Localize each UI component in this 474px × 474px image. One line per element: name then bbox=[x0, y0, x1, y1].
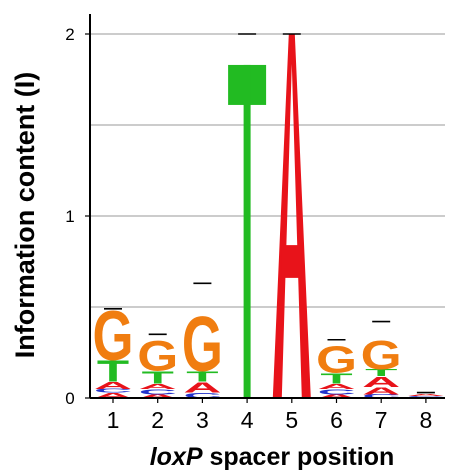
logo-stacks: ACATGACATGCATGACATGCAATGCA bbox=[92, 33, 445, 400]
x-tick-label: 3 bbox=[196, 407, 209, 433]
logo-position-5 bbox=[272, 33, 311, 398]
logo-letter-A: A bbox=[94, 391, 132, 399]
logo-letter-A: A bbox=[183, 379, 221, 396]
x-tick-label: 5 bbox=[285, 407, 298, 433]
x-tick-label: 8 bbox=[420, 407, 433, 433]
svg-text:G: G bbox=[316, 338, 357, 381]
logo-letter-T bbox=[228, 64, 267, 398]
y-tick-label: 2 bbox=[65, 25, 74, 44]
x-tick-label: 4 bbox=[241, 407, 254, 433]
logo-position-4 bbox=[228, 33, 267, 398]
svg-text:A: A bbox=[362, 386, 400, 397]
y-axis-title: Information content (I) bbox=[10, 72, 40, 358]
logo-letter-T: T bbox=[97, 355, 129, 389]
axes bbox=[89, 14, 445, 399]
gridlines bbox=[90, 33, 445, 308]
x-axis-title-italic: loxP bbox=[150, 443, 203, 471]
y-tick-label: 0 bbox=[65, 389, 74, 408]
logo-letter-T: T bbox=[365, 367, 397, 378]
logo-letter-A: A bbox=[317, 393, 355, 399]
svg-text:C: C bbox=[317, 388, 355, 396]
x-tick-label: 1 bbox=[107, 407, 120, 433]
logo-letter-T: T bbox=[142, 368, 174, 388]
y-ticks: 0 1 2 bbox=[65, 25, 90, 408]
svg-text:A: A bbox=[362, 374, 400, 391]
logo-letter-C: C bbox=[94, 388, 132, 394]
svg-text:C: C bbox=[139, 388, 177, 396]
svg-text:T: T bbox=[97, 355, 129, 389]
logo-letter-C: C bbox=[183, 391, 221, 399]
svg-text:T: T bbox=[142, 368, 174, 388]
svg-text:C: C bbox=[362, 393, 400, 399]
x-axis-title: loxP spacer position bbox=[150, 443, 395, 471]
x-axis-title-rest: spacer position bbox=[203, 443, 395, 471]
svg-text:A: A bbox=[317, 393, 355, 399]
svg-text:A: A bbox=[94, 380, 132, 391]
logo-letter-C: C bbox=[139, 388, 177, 396]
logo-letter-A: A bbox=[139, 393, 177, 399]
logo-letter-A: A bbox=[317, 382, 355, 390]
svg-text:C: C bbox=[94, 388, 132, 394]
svg-text:G: G bbox=[361, 332, 402, 378]
svg-text:C: C bbox=[183, 391, 221, 399]
svg-text:A: A bbox=[317, 382, 355, 390]
logo-letter-A: A bbox=[139, 382, 177, 390]
svg-text:A: A bbox=[94, 391, 132, 399]
svg-text:A: A bbox=[139, 382, 177, 390]
x-tick-label: 2 bbox=[151, 407, 164, 433]
svg-text:G: G bbox=[182, 301, 223, 388]
svg-text:G: G bbox=[137, 332, 178, 380]
svg-text:T: T bbox=[186, 368, 219, 385]
logo-letter-T: T bbox=[320, 370, 353, 387]
x-ticks: 1 2 3 4 5 6 7 8 bbox=[107, 398, 433, 433]
x-tick-label: 7 bbox=[375, 407, 388, 433]
logo-letter-A: A bbox=[362, 386, 400, 397]
logo-letter-T: T bbox=[186, 368, 219, 385]
svg-text:A: A bbox=[183, 379, 221, 396]
logo-letter-G: G bbox=[316, 338, 357, 381]
svg-text:A: A bbox=[407, 394, 445, 397]
logo-letter-C: C bbox=[317, 388, 355, 396]
svg-text:A: A bbox=[139, 393, 177, 399]
logo-letter-A: A bbox=[407, 394, 445, 397]
logo-letter-A: A bbox=[94, 380, 132, 391]
y-tick-label: 1 bbox=[65, 207, 74, 226]
logo-letter-G: G bbox=[361, 332, 402, 378]
logo-letter-G: G bbox=[137, 332, 178, 380]
logo-letter-A bbox=[272, 34, 311, 398]
logo-letter-A: A bbox=[362, 374, 400, 391]
logo-letter-C: C bbox=[362, 393, 400, 399]
x-tick-label: 6 bbox=[330, 407, 343, 433]
svg-text:T: T bbox=[365, 367, 397, 378]
logo-letter-G: G bbox=[182, 301, 223, 388]
svg-text:T: T bbox=[320, 370, 353, 387]
